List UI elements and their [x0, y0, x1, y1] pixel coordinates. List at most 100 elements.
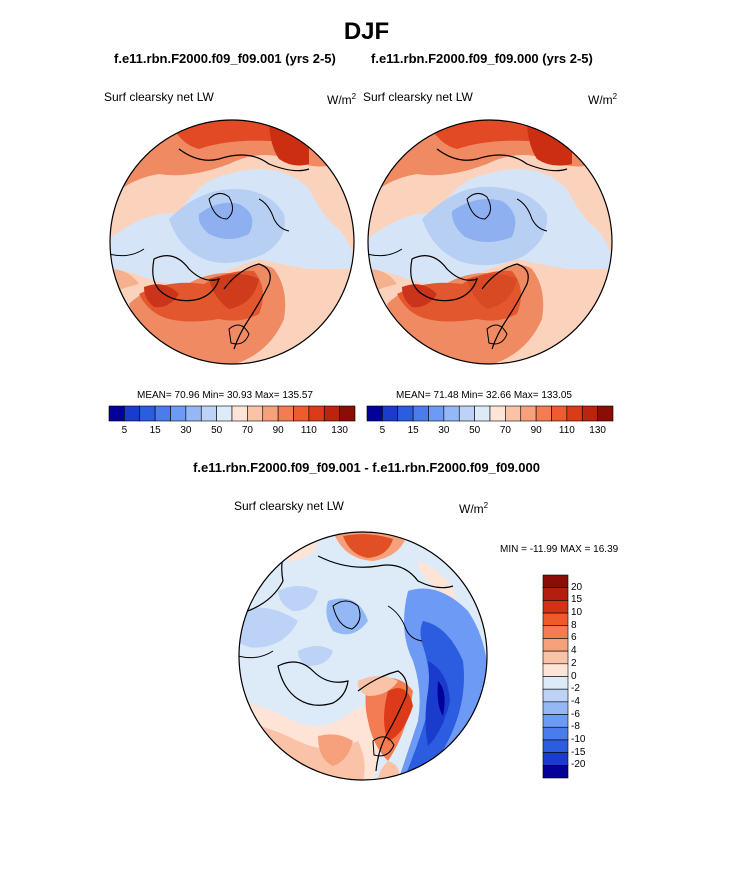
diff-panel-units: W/m2: [459, 501, 489, 516]
colorbar-swatch: [597, 405, 614, 422]
panel-a-units: W/m2: [327, 92, 357, 107]
colorbar-swatch: [382, 405, 399, 422]
colorbar-swatch: [366, 405, 383, 422]
colorbar-tick-label: 15: [407, 425, 419, 436]
colorbar-a: [108, 405, 356, 422]
colorbar-swatch: [542, 574, 569, 588]
colorbar-tick-label: 70: [241, 425, 253, 436]
colorbar-swatch: [200, 405, 217, 422]
colorbar-swatch: [542, 663, 569, 677]
colorbar-tick-label: 15: [149, 425, 161, 436]
colorbar-tick-label: 30: [180, 425, 192, 436]
colorbar-swatch: [542, 625, 569, 639]
colorbar-b-labels: 5 15 30 50 70 90 110 130: [367, 425, 613, 439]
colorbar-swatch: [293, 405, 310, 422]
colorbar-tick-label: 5: [121, 425, 128, 436]
season-title: DJF: [343, 18, 390, 45]
colorbar-swatch: [542, 714, 569, 728]
colorbar-a-labels: 5 15 30 50 70 90 110 130: [109, 425, 355, 439]
colorbar-swatch: [520, 405, 537, 422]
colorbar-tick-label: 50: [211, 425, 223, 436]
colorbar-swatch: [170, 405, 187, 422]
colorbar-tick-label: 10: [571, 607, 583, 619]
colorbar-b: [366, 405, 614, 422]
colorbar-swatch: [581, 405, 598, 422]
colorbar-tick-label: -8: [571, 721, 580, 733]
colorbar-tick-label: 4: [571, 645, 577, 657]
colorbar-swatch: [542, 600, 569, 614]
colorbar-tick-label: 130: [331, 425, 348, 436]
colorbar-tick-label: 110: [300, 425, 317, 436]
colorbar-swatch: [489, 405, 506, 422]
colorbar-swatch: [542, 688, 569, 703]
diff-panel-stats: MIN = -11.99 MAX = 16.39: [500, 544, 619, 555]
colorbar-tick-label: 110: [558, 425, 575, 436]
colorbar-swatch: [542, 587, 569, 601]
colorbar-swatch: [216, 405, 233, 422]
colorbar-tick-label: 8: [571, 619, 577, 631]
panel-b-variable: Surf clearsky net LW: [363, 90, 473, 104]
polar-map-b: [367, 119, 613, 365]
polar-map-diff: [238, 531, 488, 781]
colorbar-tick-label: 130: [589, 425, 606, 436]
colorbar-tick-label: 20: [571, 581, 583, 593]
polar-map-a: [109, 119, 355, 365]
colorbar-swatch: [535, 405, 552, 422]
panel-b-units: W/m2: [588, 92, 618, 107]
colorbar-tick-label: 6: [571, 632, 577, 644]
colorbar-tick-label: -10: [571, 733, 586, 745]
colorbar-diff-labels: 20 15 10 8 6 4 2 0 -2 -4 -6 -8 -10 -15 -20: [571, 575, 611, 778]
colorbar-swatch: [231, 405, 248, 422]
colorbar-swatch: [443, 405, 460, 422]
colorbar-swatch: [185, 405, 202, 422]
colorbar-swatch: [428, 405, 445, 422]
colorbar-swatch: [277, 405, 294, 422]
colorbar-swatch: [505, 405, 522, 422]
colorbar-tick-label: -15: [571, 746, 586, 758]
colorbar-swatch: [397, 405, 414, 422]
colorbar-swatch: [542, 701, 569, 715]
colorbar-swatch: [474, 405, 491, 422]
colorbar-tick-label: -4: [571, 695, 580, 707]
difference-title: f.e11.rbn.F2000.f09_f09.001 - f.e11.rbn.…: [193, 460, 540, 475]
colorbar-swatch: [566, 405, 583, 422]
colorbar-tick-label: 5: [379, 425, 386, 436]
colorbar-tick-label: -20: [571, 759, 586, 771]
colorbar-swatch: [551, 405, 568, 422]
panel-a-stats: MEAN= 70.96 Min= 30.93 Max= 135.57: [137, 390, 313, 401]
colorbar-swatch: [124, 405, 141, 422]
panel-a-variable: Surf clearsky net LW: [104, 90, 214, 104]
colorbar-swatch: [108, 405, 125, 422]
colorbar-tick-label: 30: [438, 425, 450, 436]
colorbar-swatch: [412, 405, 429, 422]
colorbar-tick-label: 50: [469, 425, 481, 436]
panel-b-stats: MEAN= 71.48 Min= 32.66 Max= 133.05: [396, 390, 572, 401]
colorbar-swatch: [262, 405, 279, 422]
diff-panel-variable: Surf clearsky net LW: [234, 499, 344, 513]
colorbar-swatch: [339, 405, 356, 422]
colorbar-diff: [542, 574, 569, 779]
case-b-title: f.e11.rbn.F2000.f09_f09.000 (yrs 2-5): [371, 51, 593, 66]
colorbar-tick-label: 90: [272, 425, 284, 436]
case-a-title: f.e11.rbn.F2000.f09_f09.001 (yrs 2-5): [114, 51, 336, 66]
colorbar-tick-label: -2: [571, 683, 580, 695]
colorbar-swatch: [323, 405, 340, 422]
colorbar-swatch: [542, 752, 569, 766]
colorbar-swatch: [542, 612, 569, 627]
colorbar-tick-label: 15: [571, 594, 583, 606]
colorbar-swatch: [542, 638, 569, 652]
colorbar-swatch: [139, 405, 156, 422]
colorbar-swatch: [542, 739, 569, 753]
colorbar-tick-label: 0: [571, 670, 577, 682]
colorbar-swatch: [308, 405, 325, 422]
colorbar-swatch: [247, 405, 264, 422]
colorbar-tick-label: 2: [571, 657, 577, 669]
colorbar-swatch: [542, 676, 569, 690]
colorbar-swatch: [542, 650, 569, 665]
colorbar-tick-label: -6: [571, 708, 580, 720]
colorbar-tick-label: 70: [499, 425, 511, 436]
colorbar-swatch: [542, 765, 569, 779]
colorbar-swatch: [154, 405, 171, 422]
colorbar-swatch: [458, 405, 475, 422]
colorbar-swatch: [542, 726, 569, 741]
